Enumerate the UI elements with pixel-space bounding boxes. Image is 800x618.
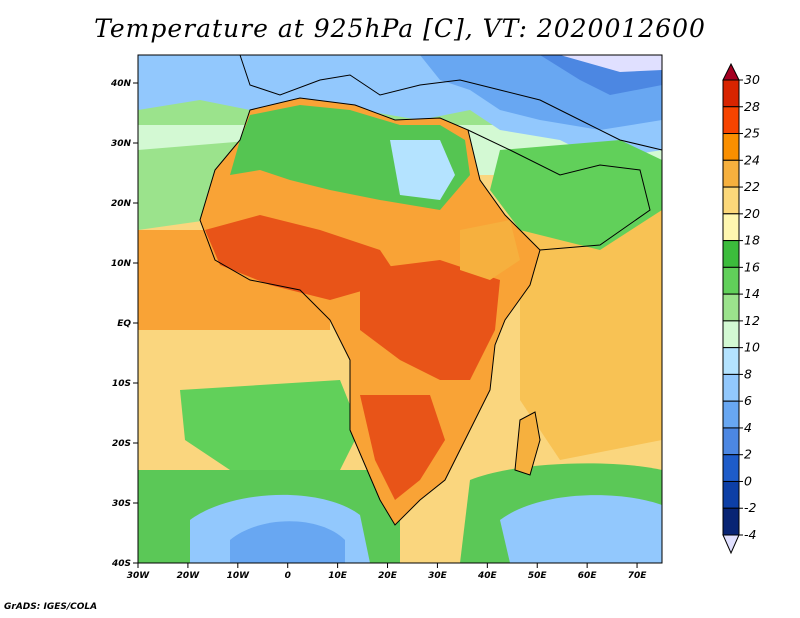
lat-tick-label: 20S xyxy=(112,439,131,449)
lat-tick-label: 30N xyxy=(111,139,132,149)
colorbar-top-arrow xyxy=(722,62,740,81)
colorbar-segment xyxy=(722,400,740,429)
lat-tick-label: EQ xyxy=(117,319,131,329)
west-africa-hot xyxy=(205,215,400,300)
colorbar-label: 28 xyxy=(744,99,760,114)
colorbar-segment xyxy=(722,320,740,349)
colorbar-segment xyxy=(722,133,740,161)
lon-tick-label: 0 xyxy=(285,571,291,581)
colorbar-label: 6 xyxy=(744,393,752,408)
lat-tick-label: 20N xyxy=(111,199,132,209)
africa-coastline xyxy=(199,97,541,526)
colorbar-label: 14 xyxy=(744,286,760,301)
colorbar-segment xyxy=(722,266,740,295)
colorbar-segment xyxy=(722,454,740,482)
colorbar-label: 2 xyxy=(744,447,752,462)
lat-tick-label: 10S xyxy=(112,379,131,389)
colorbar-segment xyxy=(722,159,740,188)
colorbar-label: 22 xyxy=(744,179,760,194)
far-northeast xyxy=(560,55,662,72)
south-atlantic-green xyxy=(180,380,360,470)
colorbar-bottom-arrow xyxy=(722,534,740,555)
colorbar-label: 20 xyxy=(744,206,760,221)
colorbar-segment xyxy=(722,186,740,215)
lon-tick-label: 30W xyxy=(127,571,151,581)
lon-tick-label: 20W xyxy=(177,571,201,581)
indian-ocean-warm xyxy=(520,170,662,460)
map-frame xyxy=(137,54,663,564)
arabia-coastline xyxy=(467,129,651,251)
southern-africa-hot xyxy=(360,395,445,500)
europe-coastline xyxy=(239,54,663,151)
colorbar-label: 0 xyxy=(744,473,752,488)
colorbar-segment xyxy=(722,293,740,322)
lat-tick-label: 40N xyxy=(110,79,132,89)
colorbar-label: 30 xyxy=(744,72,760,87)
south-atlantic-blue-deep xyxy=(230,521,345,563)
lat-tick-label: 40S xyxy=(111,559,131,569)
madagascar xyxy=(515,412,540,475)
south-indian-blue xyxy=(500,495,662,563)
lon-tick-label: 50E xyxy=(528,571,548,581)
colorbar-label: 8 xyxy=(744,366,752,381)
colorbar-segment xyxy=(722,106,740,135)
lon-tick-label: 60E xyxy=(578,571,598,581)
madagascar-coastline xyxy=(514,411,541,476)
lat-tick-label: 30S xyxy=(112,499,131,509)
lon-tick-label: 40E xyxy=(477,571,498,581)
lon-tick-label: 30E xyxy=(428,571,448,581)
colorbar-label: 25 xyxy=(744,126,760,141)
colorbar-segment xyxy=(722,240,740,268)
grads-credit: GrADS: IGES/COLA xyxy=(4,602,98,612)
axis-ticks: 30W 20W 10W 0 10E 20E 30E 40E 50E 60E 70E 40N 30N 20N… xyxy=(110,79,647,581)
sahara-light xyxy=(390,140,455,200)
colorbar-segment xyxy=(722,480,740,509)
ethiopia-warm xyxy=(460,220,520,280)
lon-tick-label: 10E xyxy=(328,571,348,581)
colorbar-segment xyxy=(722,373,740,402)
colorbar-label: 10 xyxy=(744,340,760,355)
colorbar-label: -4 xyxy=(744,527,757,542)
colorbar-label: 4 xyxy=(744,420,752,435)
chart-title: Temperature at 925hPa [C], VT: 202001260… xyxy=(94,14,706,43)
colorbar-segment xyxy=(722,347,740,375)
colorbar-label: 12 xyxy=(744,313,760,328)
colorbar-label: 16 xyxy=(744,259,760,274)
colorbar-label: 24 xyxy=(744,152,760,167)
colorbar-segment xyxy=(722,213,740,242)
lat-tick-label: 10N xyxy=(111,259,132,269)
lon-tick-label: 10W xyxy=(227,571,251,581)
colorbar-label: -2 xyxy=(744,500,757,515)
temperature-field xyxy=(138,55,662,563)
colorbar-segment xyxy=(722,507,740,536)
colorbar-label: 18 xyxy=(744,233,760,248)
colorbar-segment xyxy=(722,79,740,108)
lon-tick-label: 20E xyxy=(378,571,398,581)
central-africa-hot xyxy=(360,260,500,380)
colorbar-segment xyxy=(722,427,740,456)
lon-tick-label: 70E xyxy=(628,571,648,581)
